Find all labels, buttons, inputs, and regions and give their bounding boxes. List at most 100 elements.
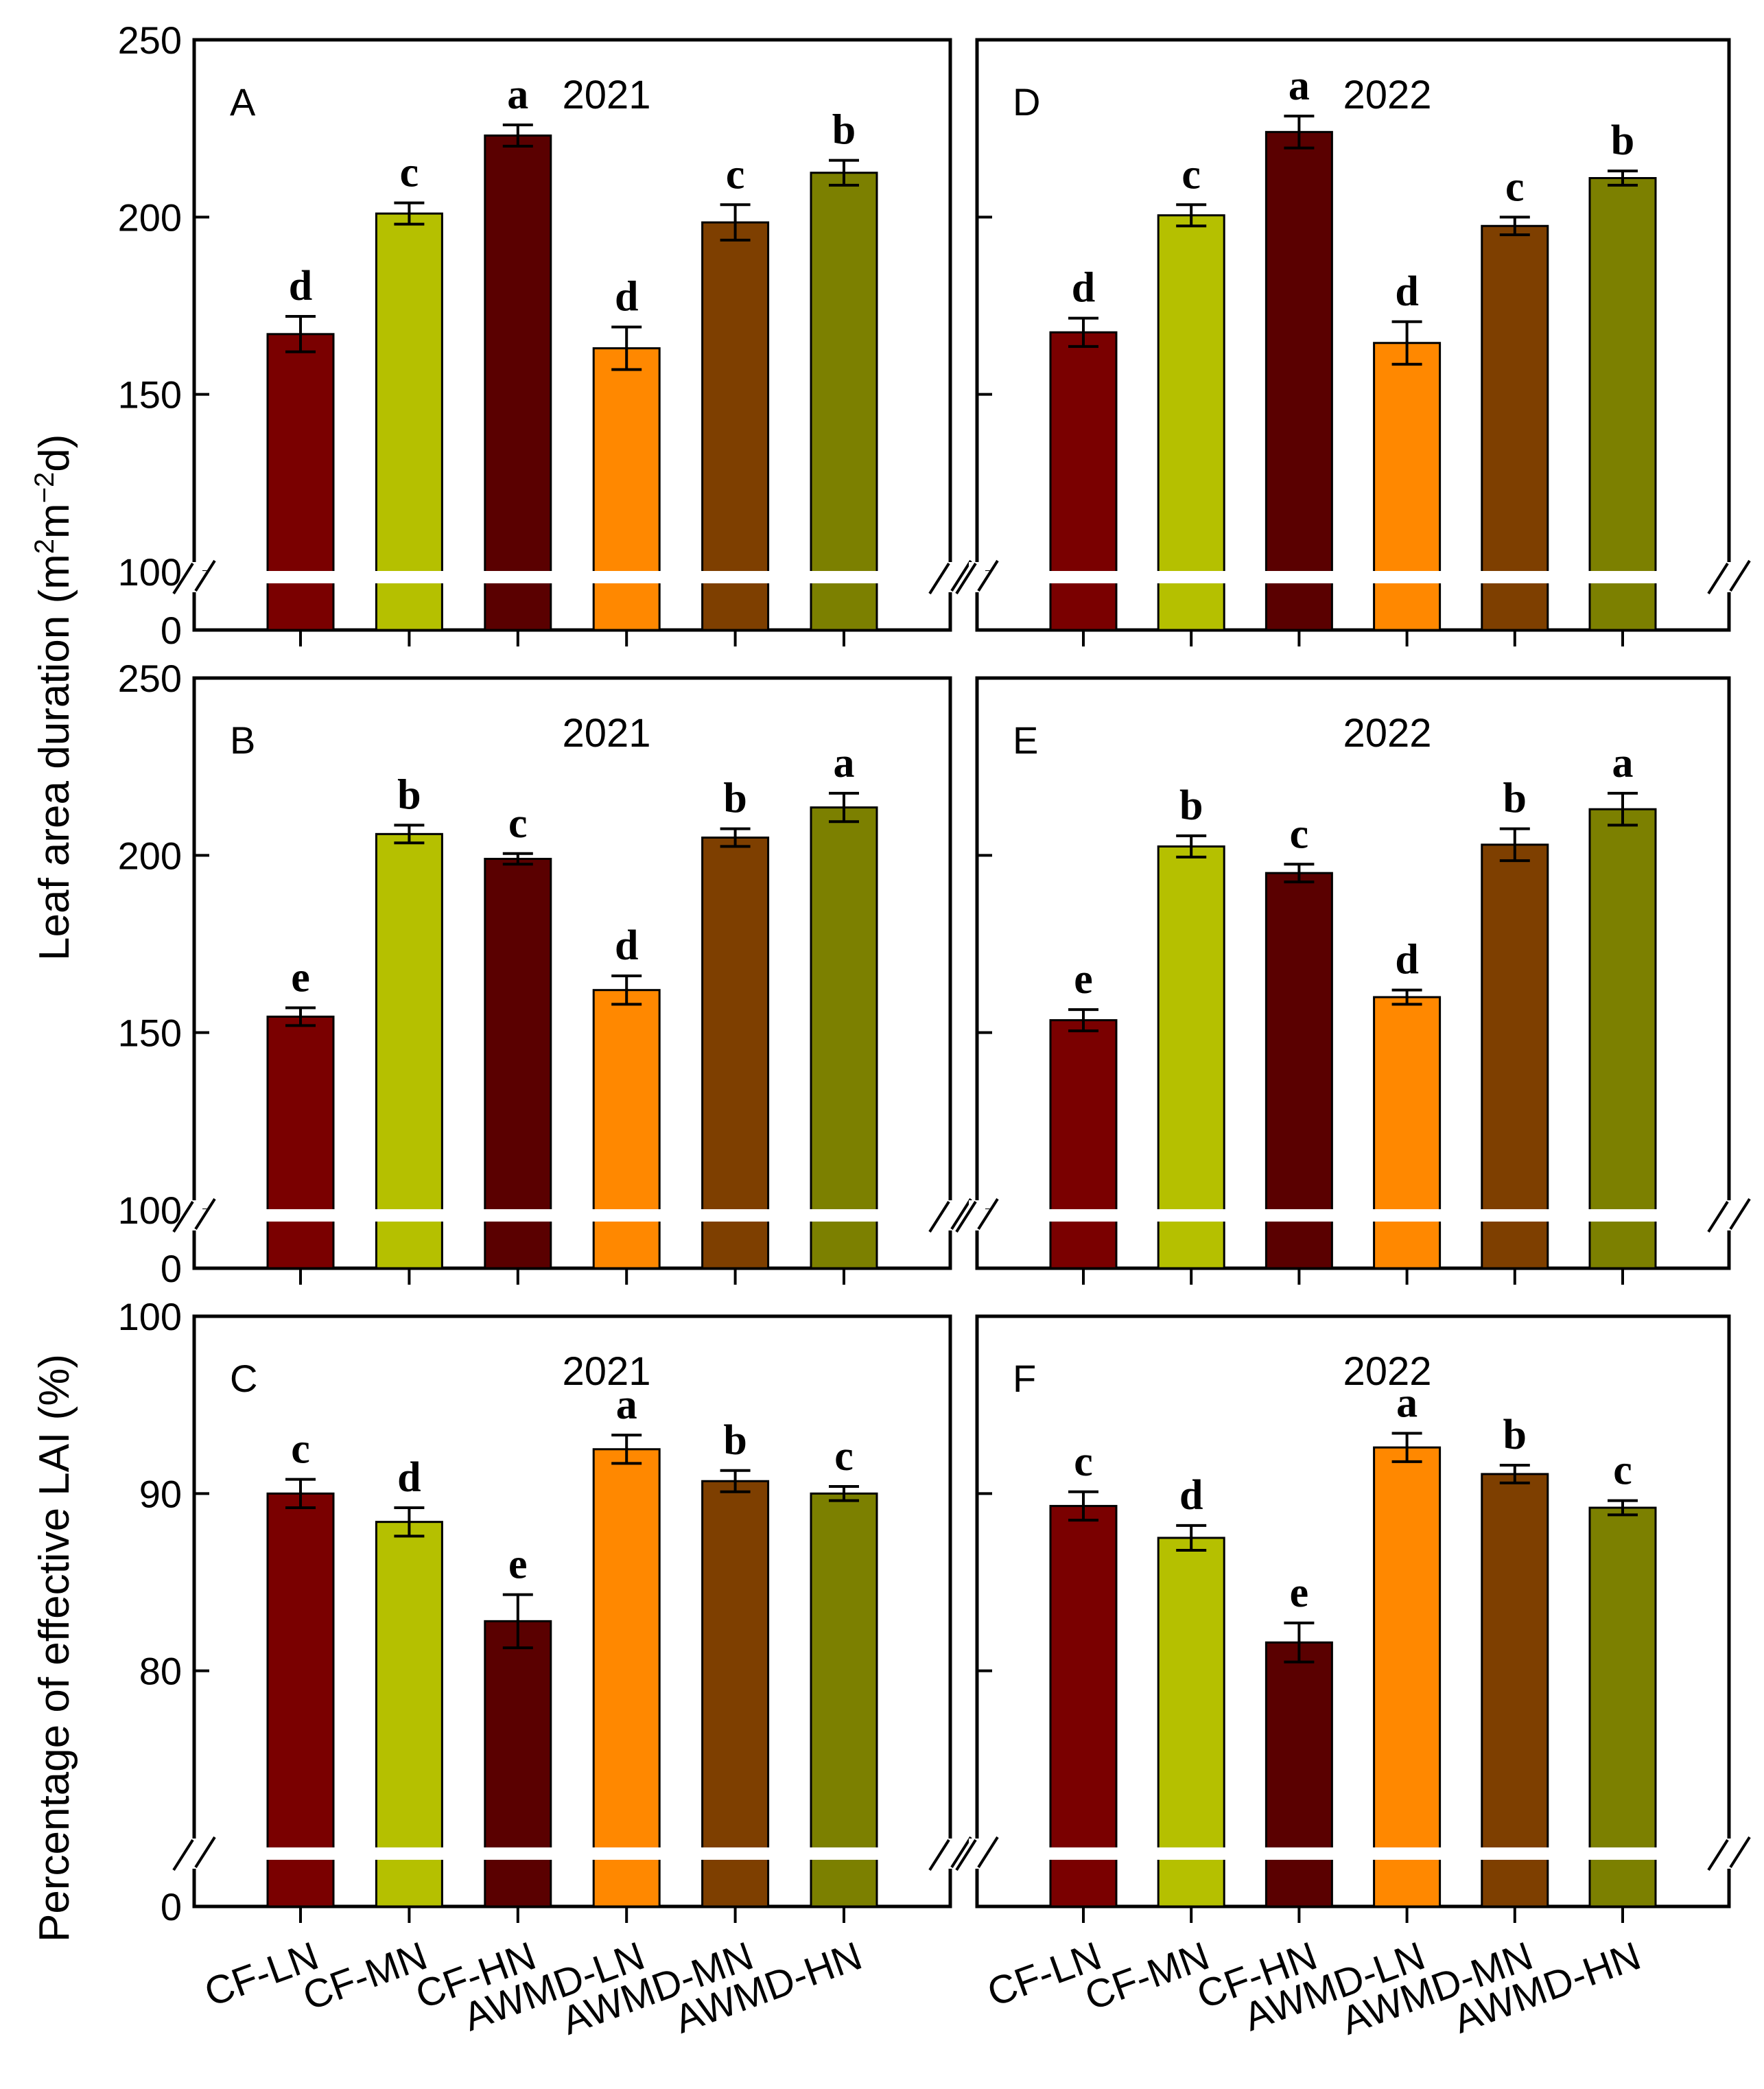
y-axis-label-top: Leaf area duration (m2m−2d) — [30, 434, 78, 961]
bar-cf-hn — [1265, 872, 1333, 1270]
significance-letter: a — [1612, 740, 1634, 786]
plot-frame — [192, 1314, 952, 1909]
significance-letter: b — [397, 771, 421, 818]
bar-cf-mn — [1157, 845, 1225, 1270]
significance-letter: c — [508, 800, 528, 847]
bar-cf-hn — [484, 1620, 552, 1908]
chart-panel-a: 0 100 150 200 250 d c a d c b A 2021 — [118, 19, 972, 652]
axis-break-mark — [194, 1836, 216, 1869]
bar-cf-mn — [375, 212, 443, 631]
axis-break-gap — [942, 1839, 959, 1869]
bar-cf-mn — [1157, 214, 1225, 631]
axis-break-gap — [186, 1839, 202, 1869]
axis-break-mark — [977, 1198, 999, 1230]
axis-break-mark — [1707, 1200, 1729, 1233]
significance-letter: b — [1503, 775, 1527, 822]
bar-awmd-ln — [592, 347, 661, 631]
axis-break-mark — [950, 1836, 972, 1869]
axis-break-stripe — [197, 571, 948, 583]
panel-letter: E — [1013, 719, 1038, 762]
axis-break-gap — [186, 1200, 202, 1230]
y-tick-label: 100 — [118, 1189, 182, 1232]
axis-break-gap — [969, 562, 985, 592]
chart-panel-f: cCF-LNdCF-MNeCF-HNaAWMD-LNbAWMD-MNcAWMD-… — [955, 1314, 1751, 2044]
bar-awmd-mn — [701, 1480, 770, 1908]
axis-break-mark — [955, 1200, 977, 1233]
panel-letter: A — [230, 80, 256, 124]
significance-letter: a — [1289, 62, 1310, 109]
significance-letter: a — [616, 1381, 637, 1428]
y-tick-label: 200 — [118, 834, 182, 877]
plot-frame — [975, 676, 1731, 1270]
bar-cf-ln — [266, 1492, 335, 1908]
y-tick-label: 150 — [118, 1012, 182, 1055]
axis-break-mark — [1729, 1836, 1751, 1869]
bar-cf-ln — [1049, 1504, 1118, 1908]
significance-letter: a — [507, 71, 528, 118]
axis-break-gap — [969, 1200, 985, 1230]
axis-break-stripe — [980, 1847, 1726, 1860]
bar-awmd-hn — [810, 806, 878, 1270]
panel-title: 2021 — [562, 1349, 650, 1394]
significance-letter: c — [834, 1433, 854, 1480]
significance-letter: d — [615, 922, 638, 969]
bar-awmd-hn — [1588, 1506, 1657, 1908]
ylabel-sup-1: 2 — [30, 539, 60, 554]
panels-group: 0 100 150 200 250 d c a d c b A 2021 d c a d c b D 2022 0 100 1… — [118, 19, 1751, 2044]
bar-cf-ln — [1049, 331, 1118, 631]
chart-panel-e: e b c d b a E 2022 — [955, 676, 1751, 1285]
bar-awmd-mn — [701, 837, 770, 1270]
y-tick-label: 0 — [161, 1885, 182, 1928]
axis-break-mark — [1729, 1198, 1751, 1230]
axis-break-mark — [1707, 1839, 1729, 1871]
significance-letter: d — [1072, 265, 1095, 312]
axis-break-gap — [1721, 562, 1737, 592]
bar-awmd-hn — [1588, 808, 1657, 1270]
bar-awmd-hn — [1588, 177, 1657, 631]
bar-cf-mn — [375, 832, 443, 1270]
axis-break-mark — [194, 559, 216, 592]
significance-letter: e — [1290, 1569, 1309, 1616]
significance-letter: b — [723, 775, 746, 822]
significance-letter: d — [1179, 1472, 1203, 1519]
panel-title: 2022 — [1343, 1349, 1431, 1394]
significance-letter: b — [1179, 782, 1203, 829]
plot-frame — [975, 1314, 1731, 1909]
y-tick-label: 0 — [161, 1247, 182, 1290]
axis-break-mark — [194, 1198, 216, 1230]
bar-awmd-hn — [810, 1492, 878, 1908]
significance-letter: a — [1396, 1380, 1418, 1427]
y-tick-label: 250 — [118, 657, 182, 700]
panel-letter: F — [1013, 1357, 1036, 1400]
significance-letter: b — [1503, 1412, 1527, 1458]
bar-cf-hn — [484, 858, 552, 1270]
axis-break-mark — [977, 1836, 999, 1869]
plot-frame — [975, 38, 1731, 632]
panel-letter: D — [1013, 80, 1040, 124]
axis-break-mark — [1707, 562, 1729, 595]
significance-letter: d — [1395, 268, 1418, 315]
chart-panel-d: d c a d c b D 2022 — [955, 38, 1751, 646]
axis-break-mark — [928, 1200, 950, 1233]
axis-break-mark — [950, 1198, 972, 1230]
panel-letter: B — [230, 719, 255, 762]
axis-break-gap — [969, 1839, 985, 1869]
significance-letter: e — [291, 955, 310, 1001]
y-tick-label: 90 — [139, 1472, 182, 1515]
significance-letter: e — [1074, 956, 1093, 1003]
panel-title: 2021 — [562, 711, 650, 756]
y-tick-label: 80 — [139, 1650, 182, 1693]
panel-title: 2022 — [1343, 73, 1431, 117]
ylabel-mid: m — [31, 503, 78, 539]
bar-cf-hn — [1265, 130, 1333, 631]
plot-frame — [192, 676, 952, 1270]
y-tick-label: 100 — [118, 550, 182, 594]
significance-letter: d — [397, 1454, 421, 1501]
bar-awmd-ln — [592, 989, 661, 1270]
bar-cf-mn — [1157, 1537, 1225, 1908]
bar-cf-ln — [266, 1015, 335, 1270]
significance-letter: c — [1074, 1438, 1093, 1485]
significance-letter: c — [1613, 1447, 1632, 1494]
significance-letter: c — [400, 150, 419, 196]
significance-letter: c — [1505, 163, 1525, 210]
